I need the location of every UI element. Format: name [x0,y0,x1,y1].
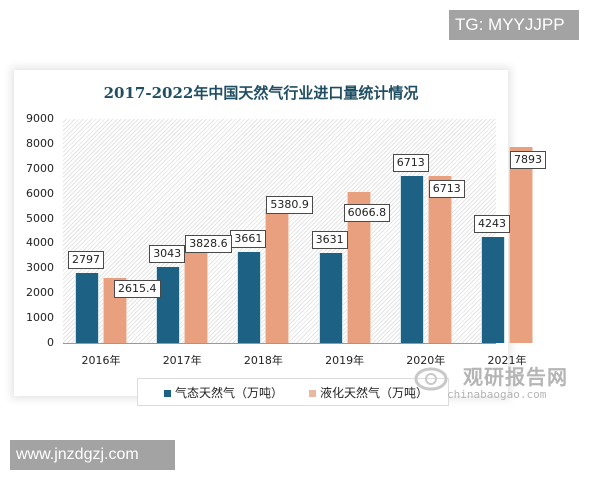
y-tick-label: 0 [47,336,54,349]
bar-lng [266,209,289,343]
x-tick-label: 2018年 [243,354,283,367]
x-tick-label: 2016年 [81,354,121,367]
x-tick-label: 2019年 [325,354,365,367]
bar-gas [319,252,342,343]
legend-swatch-lng [309,390,316,397]
x-tick-label: 2021年 [487,354,527,367]
bar-lng [428,175,451,343]
data-label-gas: 6713 [392,153,429,172]
y-tick-label: 8000 [26,136,54,150]
data-label-lng: 5380.9 [266,196,313,215]
bar-lng [185,247,208,343]
y-tick-label: 4000 [26,236,54,250]
bar-gas [238,251,261,343]
data-label-lng: 2615.4 [114,279,161,298]
y-tick-label: 5000 [26,211,54,225]
y-tick-label: 6000 [26,186,54,200]
legend-item-gas: 气态天然气（万吨） [164,384,283,401]
bar-lng [510,146,532,343]
data-label-lng: 3828.6 [185,234,232,253]
data-label-gas: 3631 [311,230,348,249]
bar-gas [157,267,180,343]
x-tick-label: 2017年 [162,354,202,367]
bar-gas [482,237,504,343]
bar-gas [76,273,98,343]
data-label-gas: 3661 [230,229,267,248]
y-tick-label: 2000 [26,286,54,300]
tg-watermark-badge: TG: MYYJJPP [449,10,579,40]
watermark-name: 观研报告网 [463,365,568,389]
data-label-gas: 3043 [149,245,186,264]
bar-lng [347,192,370,343]
chinabaogao-logo-icon [414,367,448,391]
legend-item-lng: 液化天然气（万吨） [309,384,428,401]
y-tick-label: 7000 [26,161,54,175]
legend-label-gas: 气态天然气（万吨） [175,386,284,400]
bar-gas [400,175,423,343]
x-axis-line [63,343,496,344]
y-tick-label: 9000 [26,112,54,125]
data-label-gas: 4243 [474,215,510,234]
data-label-gas: 2797 [68,251,104,270]
legend: 气态天然气（万吨） 液化天然气（万吨） [137,378,449,406]
url-watermark-badge: www.jnzdgzj.com [10,440,175,470]
y-tick-label: 3000 [26,261,54,275]
data-label-lng: 7893 [510,150,546,169]
x-tick-label: 2020年 [406,354,446,367]
data-label-lng: 6713 [428,179,465,198]
legend-label-lng: 液化天然气（万吨） [320,386,429,400]
plot-area [63,119,532,343]
watermark-domain: chinabaogao.com [447,388,547,401]
y-tick-label: 1000 [26,311,54,325]
data-label-lng: 6066.8 [343,204,391,222]
legend-swatch-gas [164,390,171,397]
chart-title: 2017-2022年中国天然气行业进口量统计情况 [103,84,419,102]
